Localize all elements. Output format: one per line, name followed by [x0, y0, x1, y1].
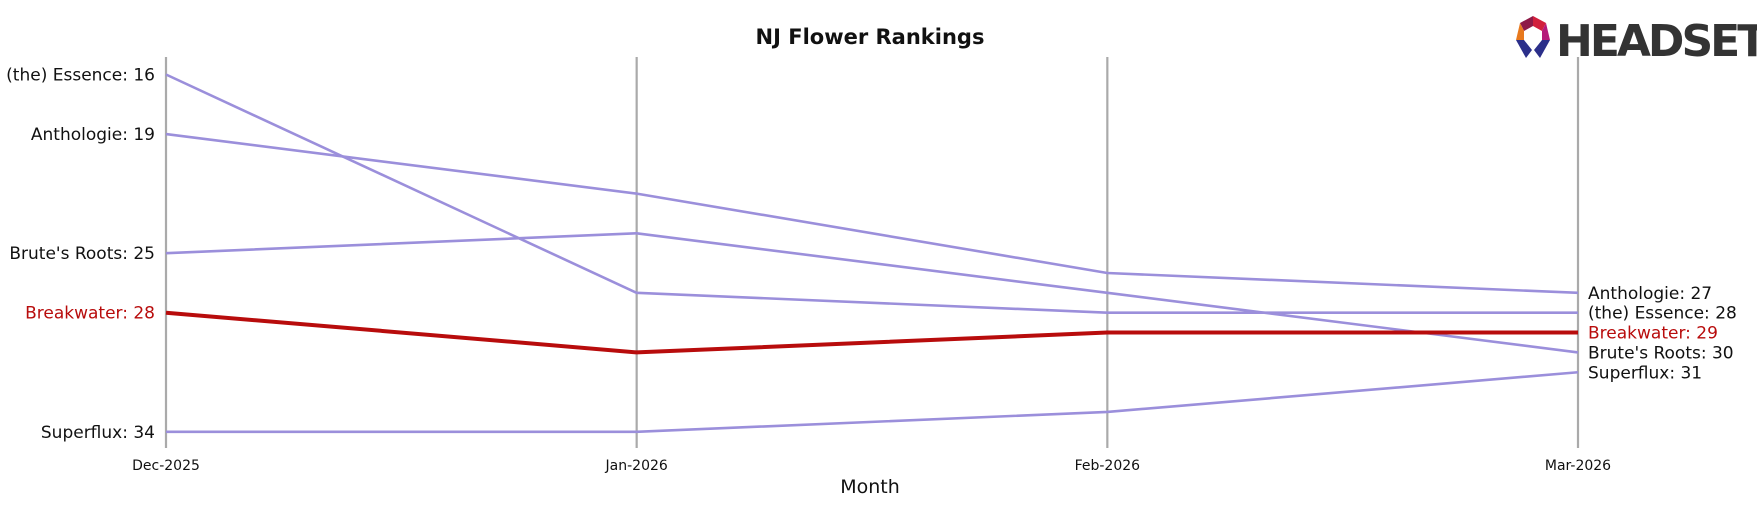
- series-lines: [165, 73, 1579, 434]
- right-label-superflux: Superflux: 31: [1588, 363, 1702, 383]
- series-line-breakwater: [165, 310, 1578, 355]
- series-line-the-essence: [165, 73, 1578, 315]
- x-axis-label: Month: [840, 476, 900, 498]
- x-tick-feb-2026: Feb-2026: [1075, 458, 1141, 474]
- left-label-the-essence: (the) Essence: 16: [6, 66, 155, 86]
- right-label-anthologie: Anthologie: 27: [1588, 284, 1712, 304]
- right-rank-labels: Anthologie: 27(the) Essence: 28Breakwate…: [1588, 284, 1737, 383]
- series-line-brute-s-roots: [165, 232, 1579, 354]
- left-rank-labels: (the) Essence: 16 Anthologie: 19 Brute's R…: [6, 66, 155, 443]
- x-tick-dec-2025: Dec-2025: [132, 458, 200, 474]
- left-label-anthologie: Anthologie: 19: [31, 125, 155, 145]
- right-label-breakwater: Breakwater: 29: [1588, 324, 1718, 344]
- right-label-the-essence: (the) Essence: 28: [1588, 304, 1737, 324]
- chart-title: NJ Flower Rankings: [756, 25, 985, 49]
- headset-logo-text: HEADSET: [1556, 16, 1757, 67]
- headset-logo-mark-icon: [1516, 16, 1550, 58]
- x-tick-labels: Dec-2025 Jan-2026 Feb-2026 Mar-2026: [132, 458, 1611, 474]
- series-line-superflux: [166, 370, 1579, 434]
- x-tick-jan-2026: Jan-2026: [605, 458, 668, 474]
- left-label-breakwater: Breakwater: 28: [25, 304, 155, 324]
- x-tick-mar-2026: Mar-2026: [1545, 458, 1611, 474]
- series-line-anthologie: [165, 132, 1579, 295]
- left-label-superflux: Superflux: 34: [41, 423, 155, 443]
- right-label-brute-s-roots: Brute's Roots: 30: [1588, 343, 1734, 363]
- left-label-brute-s-roots: Brute's Roots: 25: [9, 244, 155, 264]
- headset-logo: HEADSET: [1516, 16, 1757, 67]
